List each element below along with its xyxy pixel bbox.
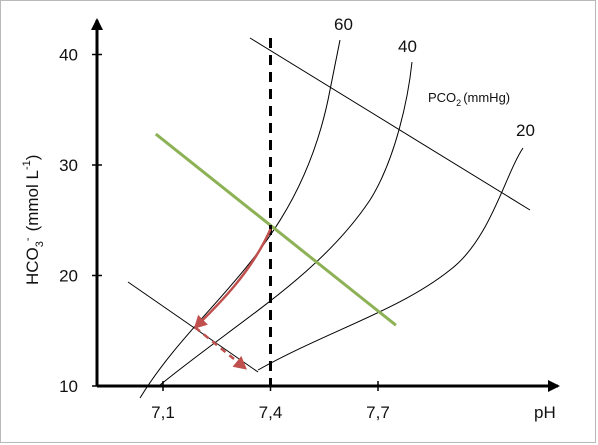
buffer-reference-line-upper — [249, 37, 531, 211]
x-tick-label: 7,4 — [259, 403, 283, 422]
legend-title: PCO2 (mmHg) — [428, 90, 510, 108]
y-tick-label: 20 — [59, 267, 78, 286]
isopleth-label-20: 20 — [516, 121, 535, 140]
y-tick-label: 10 — [59, 377, 78, 396]
isopleth-line-40 — [159, 61, 413, 386]
y-tick-label: 30 — [59, 156, 78, 175]
isopleth-label-40: 40 — [398, 37, 417, 56]
x-axis-label: pH — [534, 403, 556, 422]
y-label-unit: (mmol L — [23, 170, 42, 231]
y-label-main: HCO — [23, 247, 42, 285]
isopleth-label-60: 60 — [334, 15, 353, 34]
buffer-reference-line-lower — [127, 281, 259, 373]
isopleth-line-20 — [257, 147, 524, 371]
x-tick-label: 7,1 — [151, 403, 175, 422]
y-label-close: ) — [23, 155, 42, 161]
legend-title-unit: (mmHg) — [463, 90, 510, 105]
x-tick-label: 7,7 — [366, 403, 390, 422]
y-label-sup: - — [22, 237, 34, 241]
legend-title-sub: 2 — [456, 98, 461, 108]
y-label-sub: 3 — [34, 241, 46, 247]
y-axis-label: HCO3- (mmol L-1) — [21, 155, 46, 285]
y-tick-label: 40 — [59, 46, 78, 65]
legend-title-main: PCO — [428, 90, 456, 105]
metabolic-acidosis-arrow — [193, 228, 272, 329]
buffer-line — [154, 132, 397, 327]
isopleth-line-60 — [139, 39, 341, 399]
y-label-unit-sup: -1 — [21, 160, 33, 170]
